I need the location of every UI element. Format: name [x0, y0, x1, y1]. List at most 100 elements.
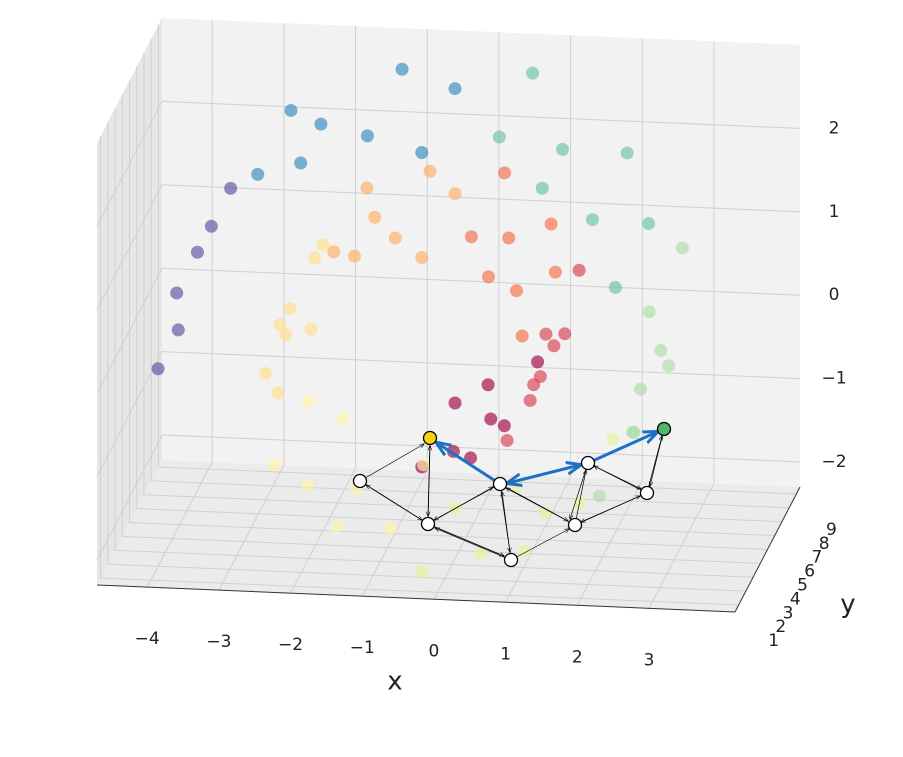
point	[464, 230, 478, 244]
grid-line	[96, 351, 163, 477]
point	[474, 546, 488, 560]
point	[271, 386, 285, 400]
point	[284, 103, 298, 117]
z-tick-label: −2	[821, 452, 846, 472]
point	[500, 433, 514, 447]
point	[627, 425, 641, 439]
point	[509, 284, 523, 298]
point	[415, 251, 429, 265]
back-pane	[162, 18, 800, 487]
point	[555, 142, 569, 156]
point	[481, 378, 495, 392]
point	[279, 327, 293, 341]
point	[675, 241, 689, 255]
point	[527, 378, 541, 392]
grid-line	[151, 480, 790, 509]
grid-line	[161, 184, 801, 213]
point	[316, 238, 330, 252]
y-tick-label: 7	[812, 548, 823, 568]
point	[448, 187, 462, 201]
panes	[97, 18, 800, 612]
z-tick-label: −1	[821, 369, 846, 389]
point	[301, 394, 315, 408]
z-tick-label: 2	[829, 118, 840, 138]
point	[642, 305, 656, 319]
point	[484, 412, 498, 426]
y-tick-label: 8	[819, 534, 830, 554]
point	[608, 280, 622, 294]
z-tick-label: 1	[829, 202, 840, 222]
point	[268, 458, 282, 472]
grid-line	[129, 522, 768, 550]
point	[308, 251, 322, 265]
point	[415, 145, 429, 159]
point	[251, 167, 265, 181]
point	[544, 217, 558, 231]
grid-line	[161, 100, 801, 129]
point	[304, 322, 318, 336]
point	[547, 339, 561, 353]
point	[301, 478, 315, 492]
x-tick-label: 3	[644, 650, 655, 670]
x-tick-label: 2	[572, 647, 583, 667]
grid-line	[161, 351, 801, 380]
point	[593, 489, 607, 503]
points	[151, 62, 689, 579]
point	[642, 217, 656, 231]
grid-line	[122, 535, 761, 564]
knn-edges	[359, 428, 665, 561]
grid-line	[136, 508, 775, 537]
point	[330, 520, 344, 534]
grid-line	[100, 577, 739, 606]
point	[415, 565, 429, 579]
point	[204, 219, 218, 233]
point	[423, 164, 437, 178]
point	[347, 249, 361, 263]
point	[327, 245, 341, 259]
point	[383, 522, 397, 536]
point	[535, 181, 549, 195]
grid-line	[96, 101, 163, 227]
point	[482, 270, 496, 284]
point	[539, 327, 553, 341]
point	[531, 355, 545, 369]
point	[190, 245, 204, 259]
axis-line	[734, 486, 801, 613]
grid-line	[96, 267, 163, 394]
x-tick-label: −3	[206, 632, 231, 652]
point	[633, 382, 647, 396]
grid-line	[107, 563, 746, 592]
point	[171, 323, 185, 337]
x-tick-label: −4	[135, 629, 160, 649]
grid	[96, 20, 801, 613]
point	[538, 505, 552, 519]
grid-line	[96, 184, 163, 311]
point	[360, 181, 374, 195]
grid-line	[161, 267, 801, 296]
point	[498, 166, 512, 180]
y-tick-label: 1	[768, 631, 779, 651]
point	[585, 213, 599, 227]
point	[388, 231, 402, 245]
point	[336, 412, 350, 426]
point	[497, 419, 511, 433]
point	[314, 117, 328, 131]
x-tick-label: 1	[500, 644, 511, 664]
z-tick-label: 0	[829, 285, 840, 305]
x-tick-label: −2	[278, 635, 303, 655]
x-tick-label: −1	[350, 638, 375, 658]
graph-overlay	[352, 421, 672, 568]
x-tick-label: 0	[429, 641, 440, 661]
point	[170, 286, 184, 300]
graph-nodes	[352, 421, 672, 568]
point	[294, 156, 308, 170]
y-tick-label: 2	[775, 617, 786, 637]
grid-line	[96, 434, 163, 561]
point	[572, 263, 586, 277]
point	[360, 129, 374, 143]
y-tick-label: 4	[790, 589, 801, 609]
y-tick-label: 9	[826, 520, 837, 540]
